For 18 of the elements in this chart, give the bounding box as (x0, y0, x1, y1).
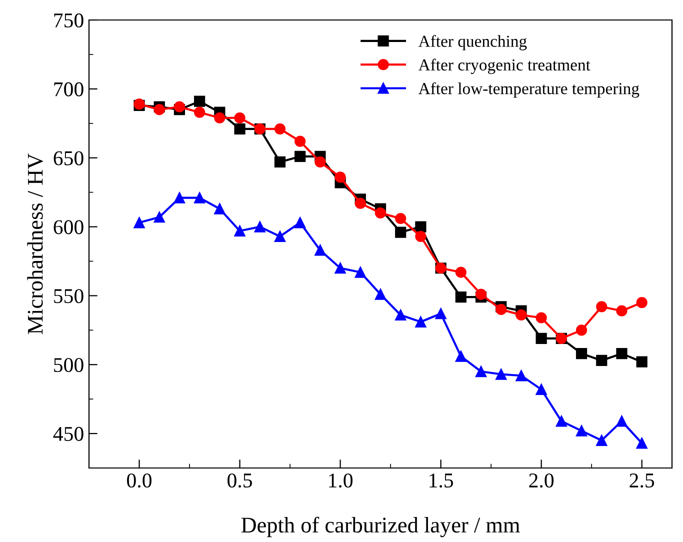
x-tick-label: 0.5 (228, 473, 252, 488)
x-axis-title: Depth of carburized layer / mm (241, 516, 520, 538)
y-tick-label: 600 (54, 220, 84, 234)
x-tick-label: 0.0 (127, 473, 152, 488)
legend-label: After low-temperature tempering (418, 82, 640, 98)
x-tick-label: 2.5 (630, 474, 654, 488)
y-tick-label: 550 (54, 289, 84, 304)
y-tick-label: 500 (54, 358, 84, 372)
y-tick-label: 650 (54, 151, 84, 166)
x-tick-label: 1.5 (430, 474, 454, 488)
y-tick-label: 450 (53, 426, 84, 441)
y-tick-label: 700 (54, 82, 84, 96)
y-axis-title: Microhardness / HV (27, 154, 43, 334)
legend-label: After quenching (418, 35, 527, 50)
legend-label: After cryogenic treatment (418, 58, 590, 74)
x-tick-label: 1.0 (329, 473, 353, 488)
y-tick-label: 750 (54, 13, 84, 28)
x-tick-label: 2.0 (529, 473, 554, 488)
